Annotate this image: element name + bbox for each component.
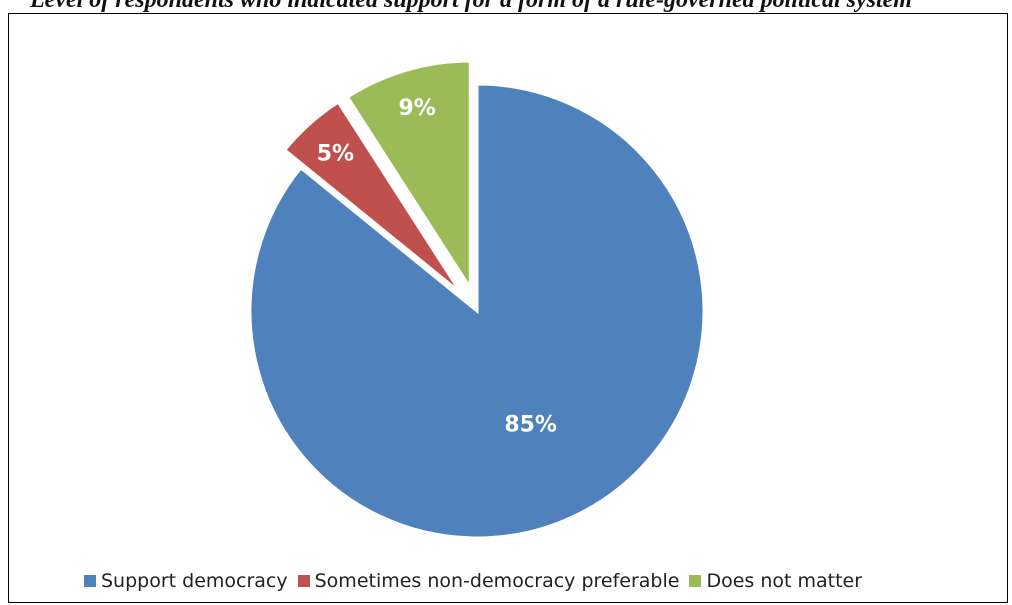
legend-swatch	[84, 575, 96, 587]
legend-item-3: Does not matter	[689, 570, 862, 592]
slice-label-1: 85%	[504, 413, 557, 438]
slice-label-2: 5%	[317, 142, 354, 167]
legend-swatch	[297, 575, 310, 587]
figure-caption: Level of respondents who indicated suppo…	[30, 0, 912, 13]
legend-swatch	[689, 575, 702, 587]
legend-label: Does not matter	[706, 570, 863, 592]
pie-chart: 85% 5% 9%	[248, 59, 706, 540]
legend-label: Support democracy	[101, 570, 288, 592]
pie-slice-1	[248, 82, 706, 540]
legend-item-2: Sometimes non-democracy preferable	[297, 570, 680, 592]
pie-slice-3	[345, 59, 472, 294]
slice-label-3: 9%	[398, 96, 435, 121]
legend-label: Sometimes non-democracy preferable	[314, 570, 680, 592]
legend-item-1: Support democracy	[84, 570, 288, 592]
pie-slice-2	[282, 100, 463, 295]
chart-frame: 85% 5% 9% Support democracy Sometimes non-d…	[8, 13, 1008, 603]
legend: Support democracy Sometimes non-democracy…	[84, 570, 872, 592]
